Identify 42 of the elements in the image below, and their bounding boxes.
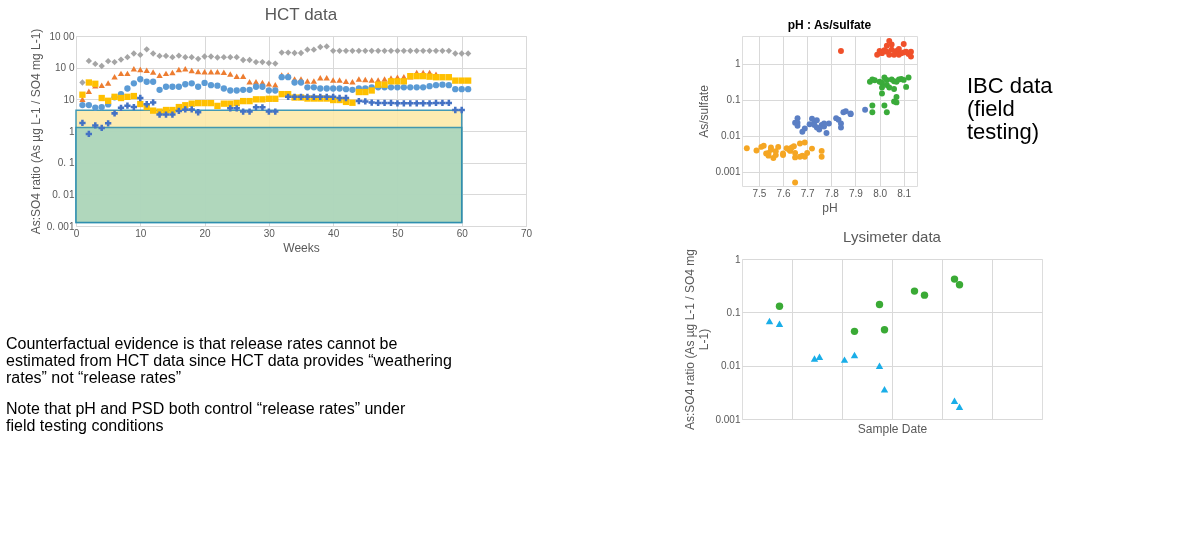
x-tick-label: 8.0 bbox=[873, 187, 888, 199]
y-tick-label: 1 bbox=[734, 58, 741, 70]
y-tick-label: 10 00 bbox=[49, 30, 75, 42]
y-tick-label: 0.1 bbox=[726, 306, 741, 318]
x-tick-label: 50 bbox=[392, 227, 404, 239]
x-tick-label: 40 bbox=[328, 227, 340, 239]
y-tick-label: 0. 001 bbox=[46, 220, 75, 232]
text: Note that pH and PSD both control “release rates” under field testing conditions bbox=[6, 400, 406, 434]
y-axis-title: As/sulfate bbox=[697, 84, 712, 138]
x-tick-label: 70 bbox=[520, 227, 533, 239]
y-tick-label: 1 bbox=[68, 125, 75, 137]
x-tick-label: 7.9 bbox=[849, 187, 864, 199]
x-tick-label: 7.8 bbox=[824, 187, 840, 199]
y-tick-label: 10 bbox=[63, 93, 75, 105]
y-tick-label: 0.1 bbox=[726, 94, 741, 106]
y-axis-title: As:SO4 ratio (As µg L-1 / SO4 mg L-1) bbox=[28, 28, 43, 235]
x-tick-label: 0 bbox=[73, 227, 80, 239]
y-tick-label: 0.01 bbox=[721, 130, 741, 142]
x-tick-label: 10 bbox=[135, 227, 147, 239]
chart-title: HCT data bbox=[264, 5, 338, 25]
chart-title: pH : As/sulfate bbox=[787, 18, 872, 32]
y-tick-label: 0.001 bbox=[715, 413, 741, 425]
y-tick-label: 0. 1 bbox=[57, 157, 75, 169]
x-axis-title: Weeks bbox=[283, 240, 320, 255]
y-tick-label: 0.001 bbox=[715, 166, 741, 178]
y-tick-label: 0. 01 bbox=[52, 188, 75, 200]
x-tick-label: 30 bbox=[263, 227, 276, 239]
y-tick-label: 1 bbox=[734, 253, 741, 265]
y-tick-label: 0.01 bbox=[721, 360, 741, 372]
y-tick-label: 10 0 bbox=[55, 62, 75, 74]
x-tick-label: 7.6 bbox=[776, 187, 791, 199]
x-tick-label: 20 bbox=[199, 227, 212, 239]
text: Counterfactual evidence is that release rates cannot be estimated from HCT data since HCT data provides “weathering rates” not “release rates” bbox=[6, 335, 452, 386]
x-tick-label: 7.7 bbox=[800, 187, 816, 199]
x-axis-title: pH bbox=[822, 200, 838, 215]
y-axis-title: As:SO4 ratio (As µg L-1 / SO4 mg L-1) bbox=[683, 249, 712, 430]
x-tick-label: 7.5 bbox=[752, 187, 767, 199]
x-tick-label: 60 bbox=[456, 227, 469, 239]
x-tick-label: 8.1 bbox=[897, 187, 912, 199]
chart-title: Lysimeter data bbox=[843, 227, 942, 245]
x-axis-title: Sample Date bbox=[857, 421, 928, 436]
text: IBC data (field testing) bbox=[967, 73, 1054, 145]
